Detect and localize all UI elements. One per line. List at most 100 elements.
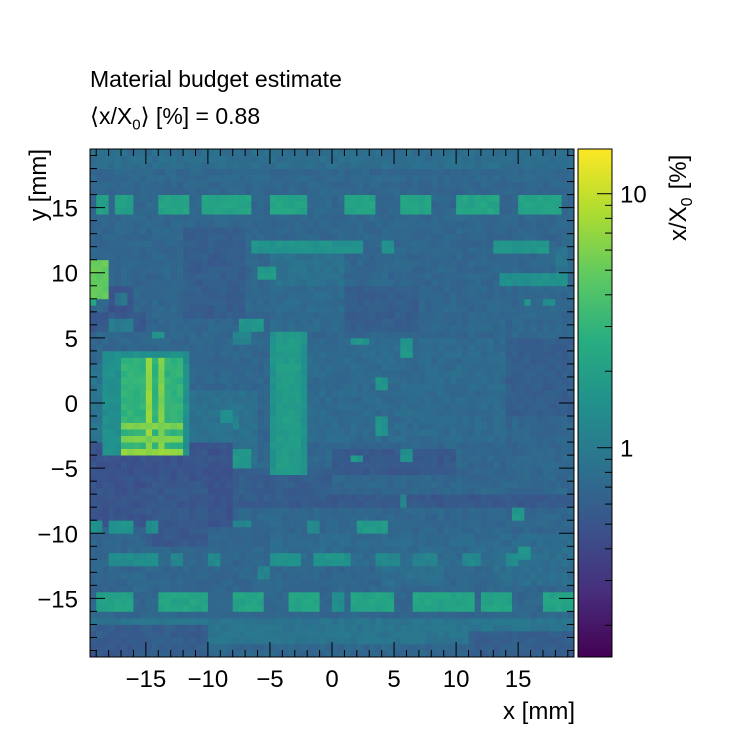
heatmap-cell: [369, 311, 376, 319]
heatmap-cell: [363, 630, 370, 638]
heatmap-cell: [350, 376, 358, 384]
heatmap-cell: [418, 637, 426, 645]
heatmap-cell: [114, 389, 122, 397]
heatmap-cell: [114, 617, 122, 625]
heatmap-cell: [164, 572, 172, 580]
heatmap-cell: [102, 643, 110, 651]
heatmap-cell: [276, 539, 283, 547]
heatmap-cell: [468, 344, 476, 352]
heatmap-cell: [549, 435, 556, 443]
heatmap-cell: [462, 513, 469, 521]
heatmap-cell: [350, 513, 358, 521]
heatmap-cell: [356, 650, 364, 658]
heatmap-cell: [536, 403, 544, 410]
heatmap-cell: [263, 240, 271, 248]
heatmap-cell: [201, 246, 209, 254]
heatmap-cell: [257, 468, 265, 476]
heatmap-cell: [350, 253, 358, 261]
heatmap-cell: [530, 624, 538, 632]
heatmap-cell: [214, 409, 221, 417]
heatmap-cell: [356, 617, 364, 625]
heatmap-cell: [164, 429, 172, 436]
heatmap-cell: [511, 474, 519, 482]
heatmap-cell: [344, 292, 352, 300]
heatmap-cell: [356, 253, 364, 261]
heatmap-cell: [375, 487, 383, 495]
heatmap-cell: [344, 259, 352, 267]
heatmap-cell: [474, 539, 482, 547]
heatmap-cell: [226, 578, 234, 586]
heatmap-cell: [294, 403, 302, 410]
heatmap-cell: [325, 370, 333, 378]
heatmap-cell: [375, 507, 383, 515]
heatmap-cell: [90, 578, 97, 586]
heatmap-cell: [555, 363, 562, 371]
heatmap-cell: [133, 298, 141, 306]
heatmap-cell: [412, 474, 420, 482]
heatmap-cell: [220, 604, 227, 612]
heatmap-cell: [232, 468, 240, 476]
heatmap-cell: [214, 422, 221, 430]
heatmap-cell: [288, 455, 296, 463]
heatmap-cell: [164, 363, 172, 371]
heatmap-cell: [263, 604, 271, 612]
heatmap-cell: [276, 598, 283, 606]
heatmap-cell: [313, 246, 320, 254]
heatmap-cell: [276, 572, 283, 580]
heatmap-cell: [133, 481, 141, 489]
heatmap-cell: [425, 494, 432, 502]
heatmap-cell: [176, 279, 184, 287]
heatmap-cell: [276, 240, 283, 248]
heatmap-cell: [288, 559, 296, 567]
heatmap-cell: [350, 292, 358, 300]
heatmap-cell: [238, 526, 246, 534]
heatmap-cell: [394, 422, 401, 430]
heatmap-cell: [102, 311, 110, 319]
heatmap-cell: [158, 539, 165, 547]
heatmap-cell: [214, 416, 221, 423]
heatmap-cell: [276, 259, 283, 267]
heatmap-cell: [474, 617, 482, 625]
heatmap-cell: [511, 630, 519, 638]
heatmap-cell: [257, 389, 265, 397]
heatmap-cell: [468, 637, 476, 645]
heatmap-cell: [332, 435, 339, 443]
heatmap-cell: [207, 272, 215, 280]
heatmap-cell: [207, 468, 215, 476]
heatmap-cell: [400, 344, 407, 352]
heatmap-cell: [443, 572, 451, 580]
heatmap-cell: [114, 591, 122, 599]
heatmap-cell: [425, 435, 432, 443]
heatmap-cell: [300, 546, 308, 554]
heatmap-cell: [114, 396, 122, 404]
heatmap-cell: [313, 298, 320, 306]
heatmap-cell: [158, 383, 165, 391]
heatmap-cell: [387, 416, 395, 423]
heatmap-cell: [96, 643, 103, 651]
heatmap-cell: [400, 435, 407, 443]
heatmap-cell: [406, 520, 414, 528]
heatmap-cell: [536, 526, 544, 534]
heatmap-cell: [300, 416, 308, 423]
heatmap-cell: [214, 305, 221, 313]
heatmap-cell: [121, 591, 128, 599]
heatmap-cell: [269, 416, 277, 423]
heatmap-cell: [90, 513, 97, 521]
heatmap-cell: [412, 546, 420, 554]
heatmap-cell: [127, 279, 134, 287]
heatmap-cell: [214, 617, 221, 625]
heatmap-cell: [536, 311, 544, 319]
heatmap-cell: [511, 507, 519, 515]
heatmap-cell: [437, 487, 445, 495]
heatmap-cell: [257, 500, 265, 508]
heatmap-cell: [238, 416, 246, 423]
heatmap-cell: [474, 565, 482, 573]
heatmap-cell: [536, 272, 544, 280]
heatmap-cell: [332, 500, 339, 508]
heatmap-cell: [288, 311, 296, 319]
heatmap-cell: [269, 389, 277, 397]
heatmap-cell: [152, 285, 159, 293]
heatmap-cell: [183, 624, 190, 632]
heatmap-cell: [251, 357, 258, 365]
heatmap-cell: [325, 350, 333, 358]
